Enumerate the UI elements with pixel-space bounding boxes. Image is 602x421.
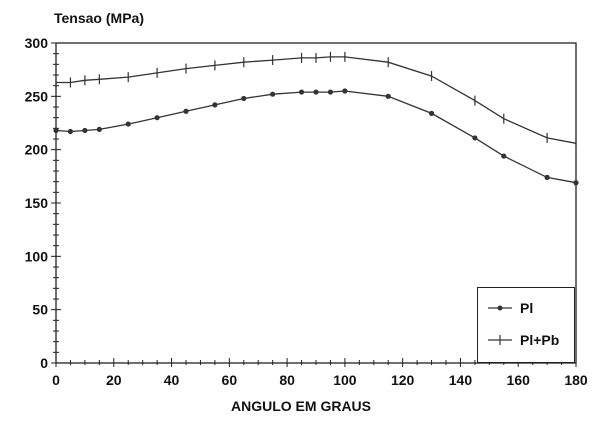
x-tick-label: 60 xyxy=(222,372,238,388)
x-tick-label: 180 xyxy=(564,372,588,388)
data-point-pl xyxy=(298,89,305,95)
y-tick-label: 300 xyxy=(25,35,49,51)
data-point-pl xyxy=(313,89,319,95)
x-tick-label: 80 xyxy=(279,372,295,388)
data-point-pl xyxy=(96,126,102,132)
data-point-pl xyxy=(67,128,74,135)
y-axis-label: Tensao (MPa) xyxy=(54,10,144,26)
y-tick-label: 50 xyxy=(32,302,48,318)
data-point-pl xyxy=(183,108,189,114)
series-line-pl xyxy=(55,90,577,184)
legend-plus-marker-icon xyxy=(488,335,512,345)
series-layer xyxy=(53,51,579,186)
x-axis: 0 20 40 60 80 100 120 140 160 180 xyxy=(52,358,588,388)
legend-label-pl-pb: Pl+Pb xyxy=(520,332,560,348)
y-tick-label: 150 xyxy=(25,195,49,211)
data-point-pl xyxy=(501,153,507,159)
data-point-pl xyxy=(385,93,391,99)
series-line-pl-pb xyxy=(56,56,577,144)
legend-label-pl: Pl xyxy=(520,300,534,316)
y-tick-label: 0 xyxy=(40,355,48,371)
data-point-pl xyxy=(53,127,59,134)
x-tick-label: 0 xyxy=(52,372,60,388)
data-point-pl xyxy=(212,102,218,108)
legend-dot-marker-icon xyxy=(488,305,512,311)
data-point-pl xyxy=(544,174,550,180)
data-point-pl xyxy=(573,180,579,186)
data-point-pl xyxy=(472,135,478,141)
y-tick-label: 250 xyxy=(25,88,49,104)
y-axis: 0 50 100 150 200 250 300 xyxy=(25,35,61,371)
data-point-pl xyxy=(125,121,131,127)
data-point-pl xyxy=(428,110,435,116)
legend-item-pl: Pl xyxy=(486,298,533,318)
x-axis-label: ANGULO EM GRAUS xyxy=(231,398,371,414)
x-tick-label: 120 xyxy=(391,372,415,388)
data-point-pl xyxy=(327,89,334,95)
data-point-pl xyxy=(270,91,276,97)
x-tick-label: 160 xyxy=(507,372,531,388)
data-point-pl xyxy=(342,88,348,94)
data-point-pl xyxy=(154,115,160,121)
x-tick-label: 40 xyxy=(164,372,180,388)
data-point-pl xyxy=(82,127,88,134)
x-tick-label: 100 xyxy=(333,372,357,388)
data-point-pl xyxy=(241,95,247,102)
x-tick-label: 140 xyxy=(449,372,473,388)
legend-item-pl-pb: Pl+Pb xyxy=(486,330,559,350)
legend: Pl Pl+Pb xyxy=(477,287,575,363)
x-tick-label: 20 xyxy=(106,372,122,388)
y-tick-label: 200 xyxy=(25,142,49,158)
y-tick-label: 100 xyxy=(25,248,49,264)
